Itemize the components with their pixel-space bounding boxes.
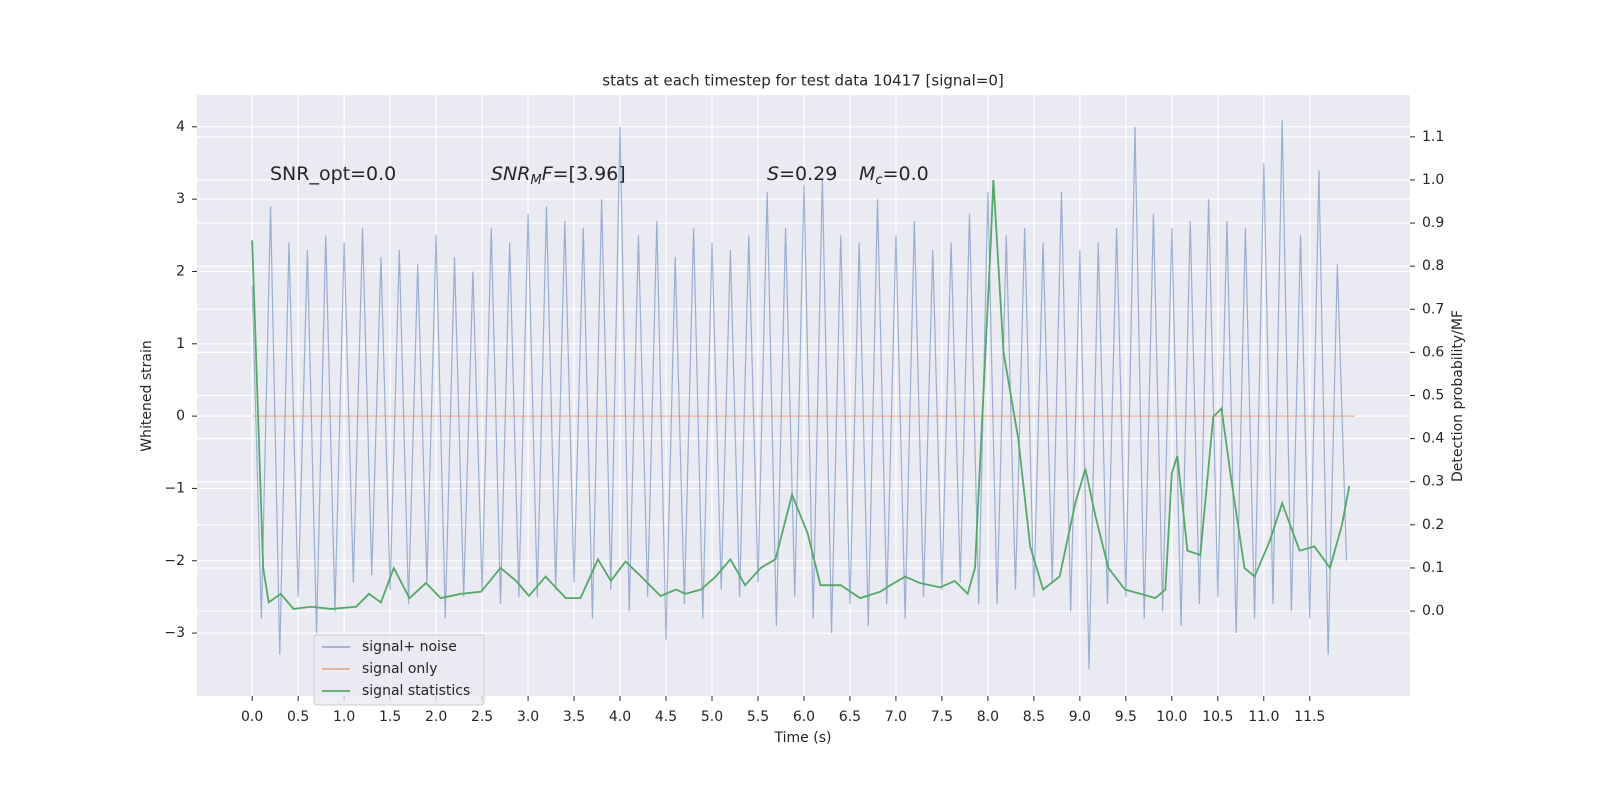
y2-tick-label: 0.2 [1422,517,1444,533]
annotation: SNR_opt=0.0 [270,163,396,185]
annotation-part: =0.29 [779,163,837,185]
x-tick-label: 3.5 [563,709,585,725]
x-axis-label: Time (s) [774,730,832,746]
annotation-part: S [767,163,779,185]
x-tick-label: 0.0 [241,709,263,725]
y2-tick-label: 0.9 [1422,215,1444,231]
x-tick-label: 7.0 [885,709,907,725]
annotation-part: SNR_opt=0.0 [270,163,396,185]
y2-tick-label: 1.0 [1422,172,1444,188]
x-tick-label: 8.0 [977,709,999,725]
annotation-part: =0.0 [883,163,929,185]
x-tick-label: 2.5 [471,709,493,725]
legend-box [313,634,485,706]
y2-tick-label: 0.5 [1422,388,1444,404]
x-tick-label: 9.5 [1115,709,1137,725]
y2-tick-label: 0.1 [1422,560,1444,576]
x-tick-label: 10.0 [1156,709,1187,725]
y2-tick-label: 0.3 [1422,474,1444,490]
y-tick-label: 3 [176,191,185,207]
legend-label: signal statistics [362,683,470,699]
y2-tick-label: 0.6 [1422,344,1444,360]
y2-tick-label: 1.1 [1422,129,1444,145]
x-tick-label: 6.0 [793,709,815,725]
annotation: SNRMF=[3.96] [491,163,626,188]
annotation: Mc=0.0 [859,163,929,188]
y2-tick-label: 0.0 [1422,603,1444,619]
series-line [251,179,1351,610]
y-tick-label: 0 [176,408,185,424]
y-tick-label: −2 [164,553,185,569]
x-tick-label: 7.5 [931,709,953,725]
x-tick-label: 11.5 [1294,709,1325,725]
y-tick-label: 4 [176,119,185,135]
series-line [251,119,1348,670]
chart-title: stats at each timestep for test data 104… [602,72,1003,90]
x-tick-label: 8.5 [1023,709,1045,725]
y2-axis-label: Detection probability/MF [1450,310,1466,482]
annotation-part: c [875,173,882,188]
x-tick-label: 4.5 [655,709,677,725]
x-tick-label: 9.0 [1069,709,1091,725]
x-tick-label: 1.5 [379,709,401,725]
x-tick-label: 11.0 [1248,709,1279,725]
x-tick-label: 6.5 [839,709,861,725]
annotation-part: SNR [491,163,530,185]
x-tick-label: 3.0 [517,709,539,725]
y-tick-label: −3 [164,625,185,641]
annotation: S=0.29 [767,163,837,185]
x-tick-label: 5.5 [747,709,769,725]
y2-tick-label: 0.8 [1422,258,1444,274]
x-tick-label: 1.0 [333,709,355,725]
y-tick-label: −1 [164,480,185,496]
y-tick-label: 2 [176,263,185,279]
annotation-part: F [542,163,554,185]
y-tick-label: 1 [176,336,185,352]
x-tick-label: 0.5 [287,709,309,725]
legend-label: signal only [362,661,437,677]
legend-label: signal+ noise [362,639,457,655]
annotation-part: M [859,163,875,185]
x-tick-label: 4.0 [609,709,631,725]
x-tick-label: 2.0 [425,709,447,725]
x-tick-label: 5.0 [701,709,723,725]
x-tick-label: 10.5 [1202,709,1233,725]
y2-tick-label: 0.4 [1422,431,1444,447]
y2-tick-label: 0.7 [1422,301,1444,317]
y-axis-label: Whitened strain [139,340,155,451]
annotation-part: =[3.96] [553,163,626,185]
annotation-part: M [530,173,541,188]
